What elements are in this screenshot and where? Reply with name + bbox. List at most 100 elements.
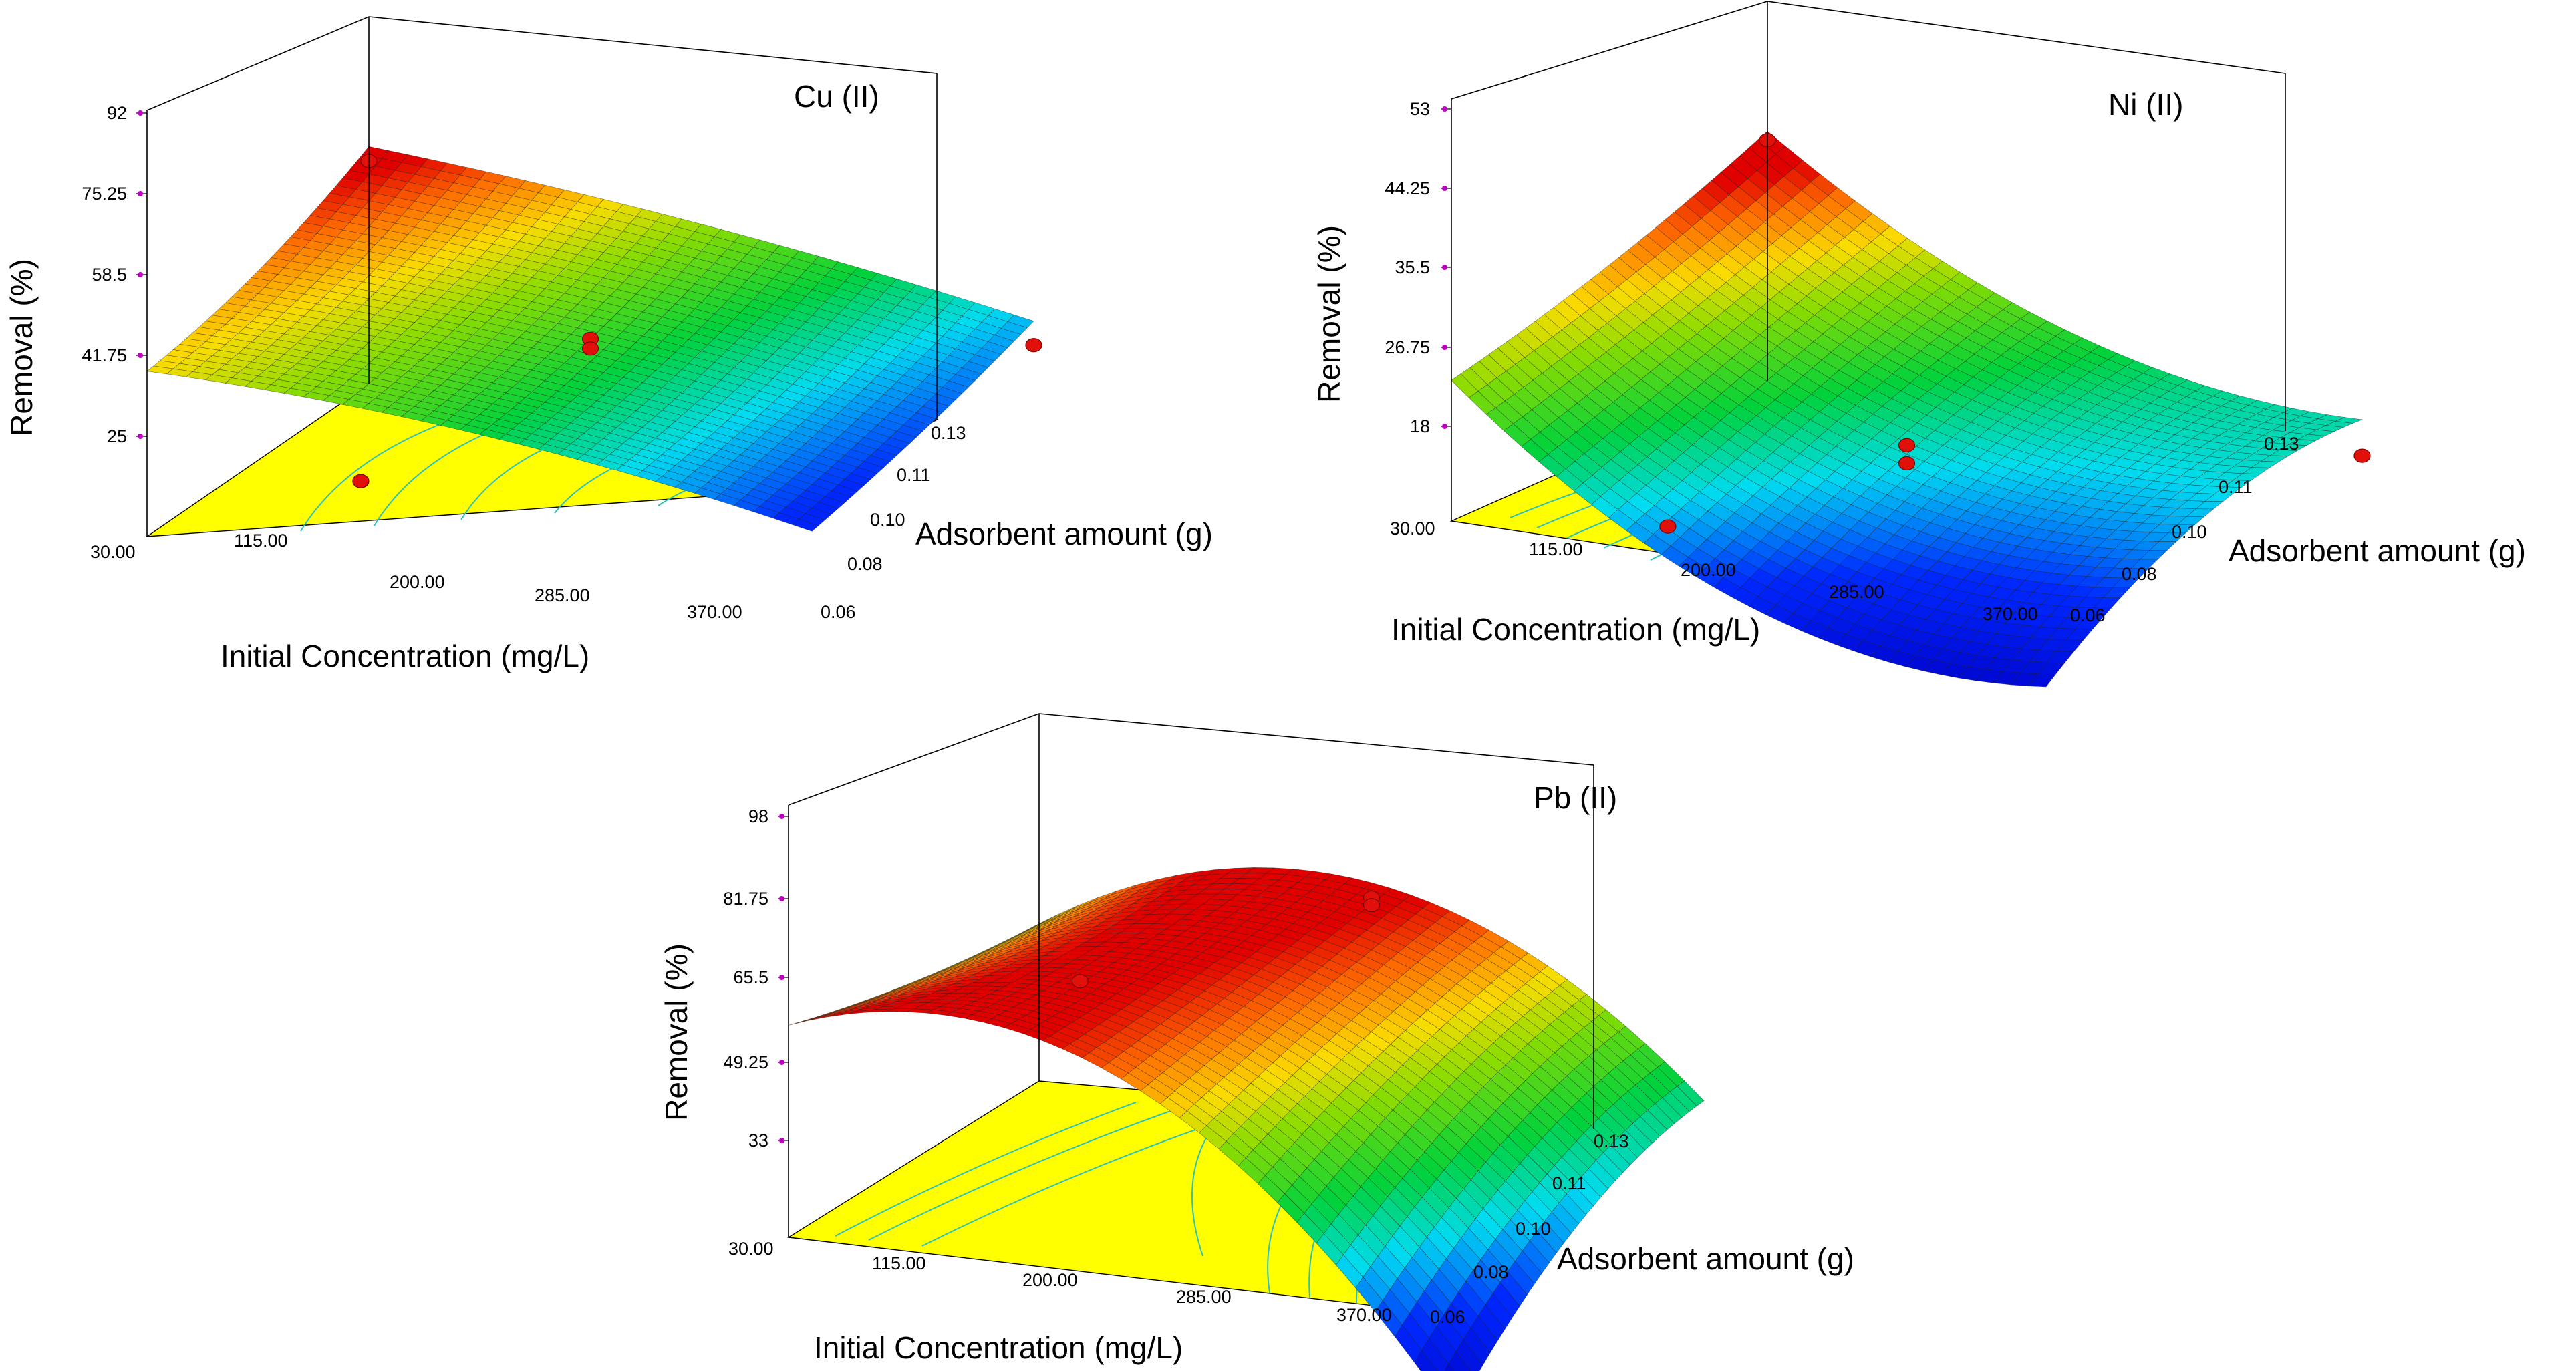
cu-x-axis: 30.00 115.00 200.00 285.00 370.00 <box>90 530 742 622</box>
cu-y-axis: 0.06 0.08 0.10 0.11 0.13 <box>821 423 966 622</box>
ni-z-tick-label: 26.75 <box>1385 337 1430 357</box>
ni-response-surface <box>1451 130 2364 688</box>
pb-panel-title: Pb (II) <box>1534 780 1617 815</box>
pb-z-tick-label: 98 <box>748 806 768 826</box>
ni-z-axis-title: Removal (%) <box>1312 225 1346 403</box>
ni-z-tick-label: 44.25 <box>1385 178 1430 198</box>
cu-z-tick-label: 92 <box>107 103 127 123</box>
pb-z-tick-dot <box>779 1138 784 1143</box>
pb-design-point <box>1071 974 1089 989</box>
ni-frame-line <box>1451 1 1768 100</box>
pb-z-axis-title: Removal (%) <box>659 943 694 1121</box>
pb-z-tick-dot <box>779 896 784 901</box>
cu-z-tick-label: 75.25 <box>82 184 127 204</box>
cu-y-tick-label: 0.08 <box>847 554 883 574</box>
pb-z-tick-label: 65.5 <box>733 967 768 987</box>
pb-x-tick-label: 285.00 <box>1176 1287 1232 1307</box>
cu-z-axis-title: Removal (%) <box>4 259 39 436</box>
ni-y-tick-label: 0.11 <box>2219 477 2253 497</box>
ni-y-tick-label: 0.13 <box>2264 434 2299 454</box>
ni-x-tick-label: 285.00 <box>1829 582 1884 602</box>
pb-design-point <box>1363 898 1381 913</box>
ni-z-tick-dot <box>1442 265 1447 270</box>
cu-y-tick-label: 0.10 <box>870 510 905 530</box>
pb-z-tick-label: 33 <box>748 1130 768 1151</box>
cu-panel-title: Cu (II) <box>794 79 879 114</box>
pb-frame-line <box>788 713 1040 806</box>
cu-y-tick-label: 0.11 <box>897 465 931 485</box>
ni-design-point <box>1898 456 1916 471</box>
pb-design-points <box>1071 890 1381 989</box>
cu-y-axis-title: Adsorbent amount (g) <box>915 516 1213 551</box>
pb-y-axis: 0.06 0.08 0.10 0.11 0.13 <box>1430 1131 1629 1327</box>
cu-z-tick-dot <box>138 272 143 277</box>
pb-z-tick-dot <box>779 1060 784 1065</box>
cu-x-tick-label: 30.00 <box>90 542 136 562</box>
pb-contour-line <box>868 1108 1177 1241</box>
cu-x-tick-label: 115.00 <box>234 530 288 551</box>
ni-z-tick-dot <box>1442 424 1447 429</box>
cu-contour-line <box>300 414 468 532</box>
ni-z-tick-dot <box>1442 186 1447 191</box>
cu-y-tick-label: 0.13 <box>931 423 966 443</box>
ni-x-tick-label: 370.00 <box>1983 604 2038 624</box>
pb-x-tick-label: 115.00 <box>872 1253 926 1273</box>
cu-z-tick-label: 58.5 <box>92 265 127 285</box>
ni-z-axis: 18 26.75 35.5 44.25 53 <box>1385 99 1451 436</box>
ni-surface-cell <box>1451 373 1479 398</box>
pb-z-tick-label: 49.25 <box>723 1052 768 1072</box>
pb-z-tick-label: 81.75 <box>723 889 768 909</box>
chart-pb: 33 49.25 65.5 81.75 98 30.00 115.00 200.… <box>659 713 1854 1371</box>
pb-y-axis-title: Adsorbent amount (g) <box>1557 1241 1854 1276</box>
ni-y-tick-label: 0.06 <box>2070 605 2106 625</box>
cu-z-tick-label: 41.75 <box>82 345 127 365</box>
ni-z-tick-dot <box>1442 106 1447 112</box>
cu-z-tick-dot <box>138 110 143 116</box>
pb-x-axis: 30.00 115.00 200.00 285.00 370.00 <box>728 1239 1392 1325</box>
pb-x-tick-label: 30.00 <box>728 1239 774 1259</box>
ni-x-axis-title: Initial Concentration (mg/L) <box>1391 612 1760 647</box>
ni-z-tick-dot <box>1442 345 1447 350</box>
cu-design-point <box>352 474 370 488</box>
ni-design-point <box>2353 448 2371 463</box>
pb-z-tick-dot <box>779 975 784 980</box>
ni-y-axis: 0.06 0.08 0.10 0.11 0.13 <box>2070 434 2299 625</box>
cu-response-surface <box>146 146 1034 532</box>
pb-y-tick-label: 0.11 <box>1552 1173 1586 1193</box>
ni-y-axis-title: Adsorbent amount (g) <box>2229 533 2526 568</box>
pb-z-axis: 33 49.25 65.5 81.75 98 <box>723 806 789 1151</box>
pb-y-tick-label: 0.08 <box>1473 1262 1509 1282</box>
ni-panel-title: Ni (II) <box>2108 87 2183 122</box>
cu-x-tick-label: 200.00 <box>390 572 445 592</box>
cu-x-tick-label: 285.00 <box>535 585 590 605</box>
ni-x-tick-label: 30.00 <box>1390 518 1435 539</box>
ni-x-axis: 30.00 115.00 200.00 285.00 370.00 <box>1390 518 2038 624</box>
cu-z-axis: 25 41.75 58.5 75.25 92 <box>82 103 147 446</box>
ni-y-tick-label: 0.10 <box>2172 522 2207 542</box>
pb-contour-line <box>835 1102 1137 1237</box>
cu-z-tick-label: 25 <box>107 426 127 446</box>
pb-z-tick-dot <box>779 814 784 819</box>
pb-x-axis-title: Initial Concentration (mg/L) <box>814 1330 1183 1365</box>
cu-z-tick-dot <box>138 434 143 439</box>
cu-z-tick-dot <box>138 191 143 196</box>
pb-y-tick-label: 0.10 <box>1516 1219 1551 1239</box>
pb-contour-line <box>921 1120 1218 1257</box>
ni-x-tick-label: 200.00 <box>1681 560 1736 580</box>
cu-y-tick-label: 0.06 <box>821 602 856 622</box>
cu-surface-cell <box>146 365 174 375</box>
pb-x-tick-label: 370.00 <box>1336 1305 1392 1325</box>
pb-frame-line <box>1038 713 1594 766</box>
cu-design-point <box>581 341 599 356</box>
cu-x-axis-title: Initial Concentration (mg/L) <box>221 639 589 673</box>
ni-z-tick-label: 18 <box>1410 416 1430 436</box>
ni-z-tick-label: 53 <box>1410 99 1430 119</box>
ni-design-point <box>1898 438 1916 453</box>
ni-x-tick-label: 115.00 <box>1529 539 1583 559</box>
pb-surface-cell <box>788 1018 816 1026</box>
cu-design-point <box>1025 338 1042 353</box>
cu-z-tick-dot <box>138 353 143 358</box>
ni-y-tick-label: 0.08 <box>2122 564 2157 584</box>
cu-frame-line <box>368 16 938 74</box>
chart-cu: 25 41.75 58.5 75.25 92 30.00 115.00 200.… <box>4 16 1213 673</box>
